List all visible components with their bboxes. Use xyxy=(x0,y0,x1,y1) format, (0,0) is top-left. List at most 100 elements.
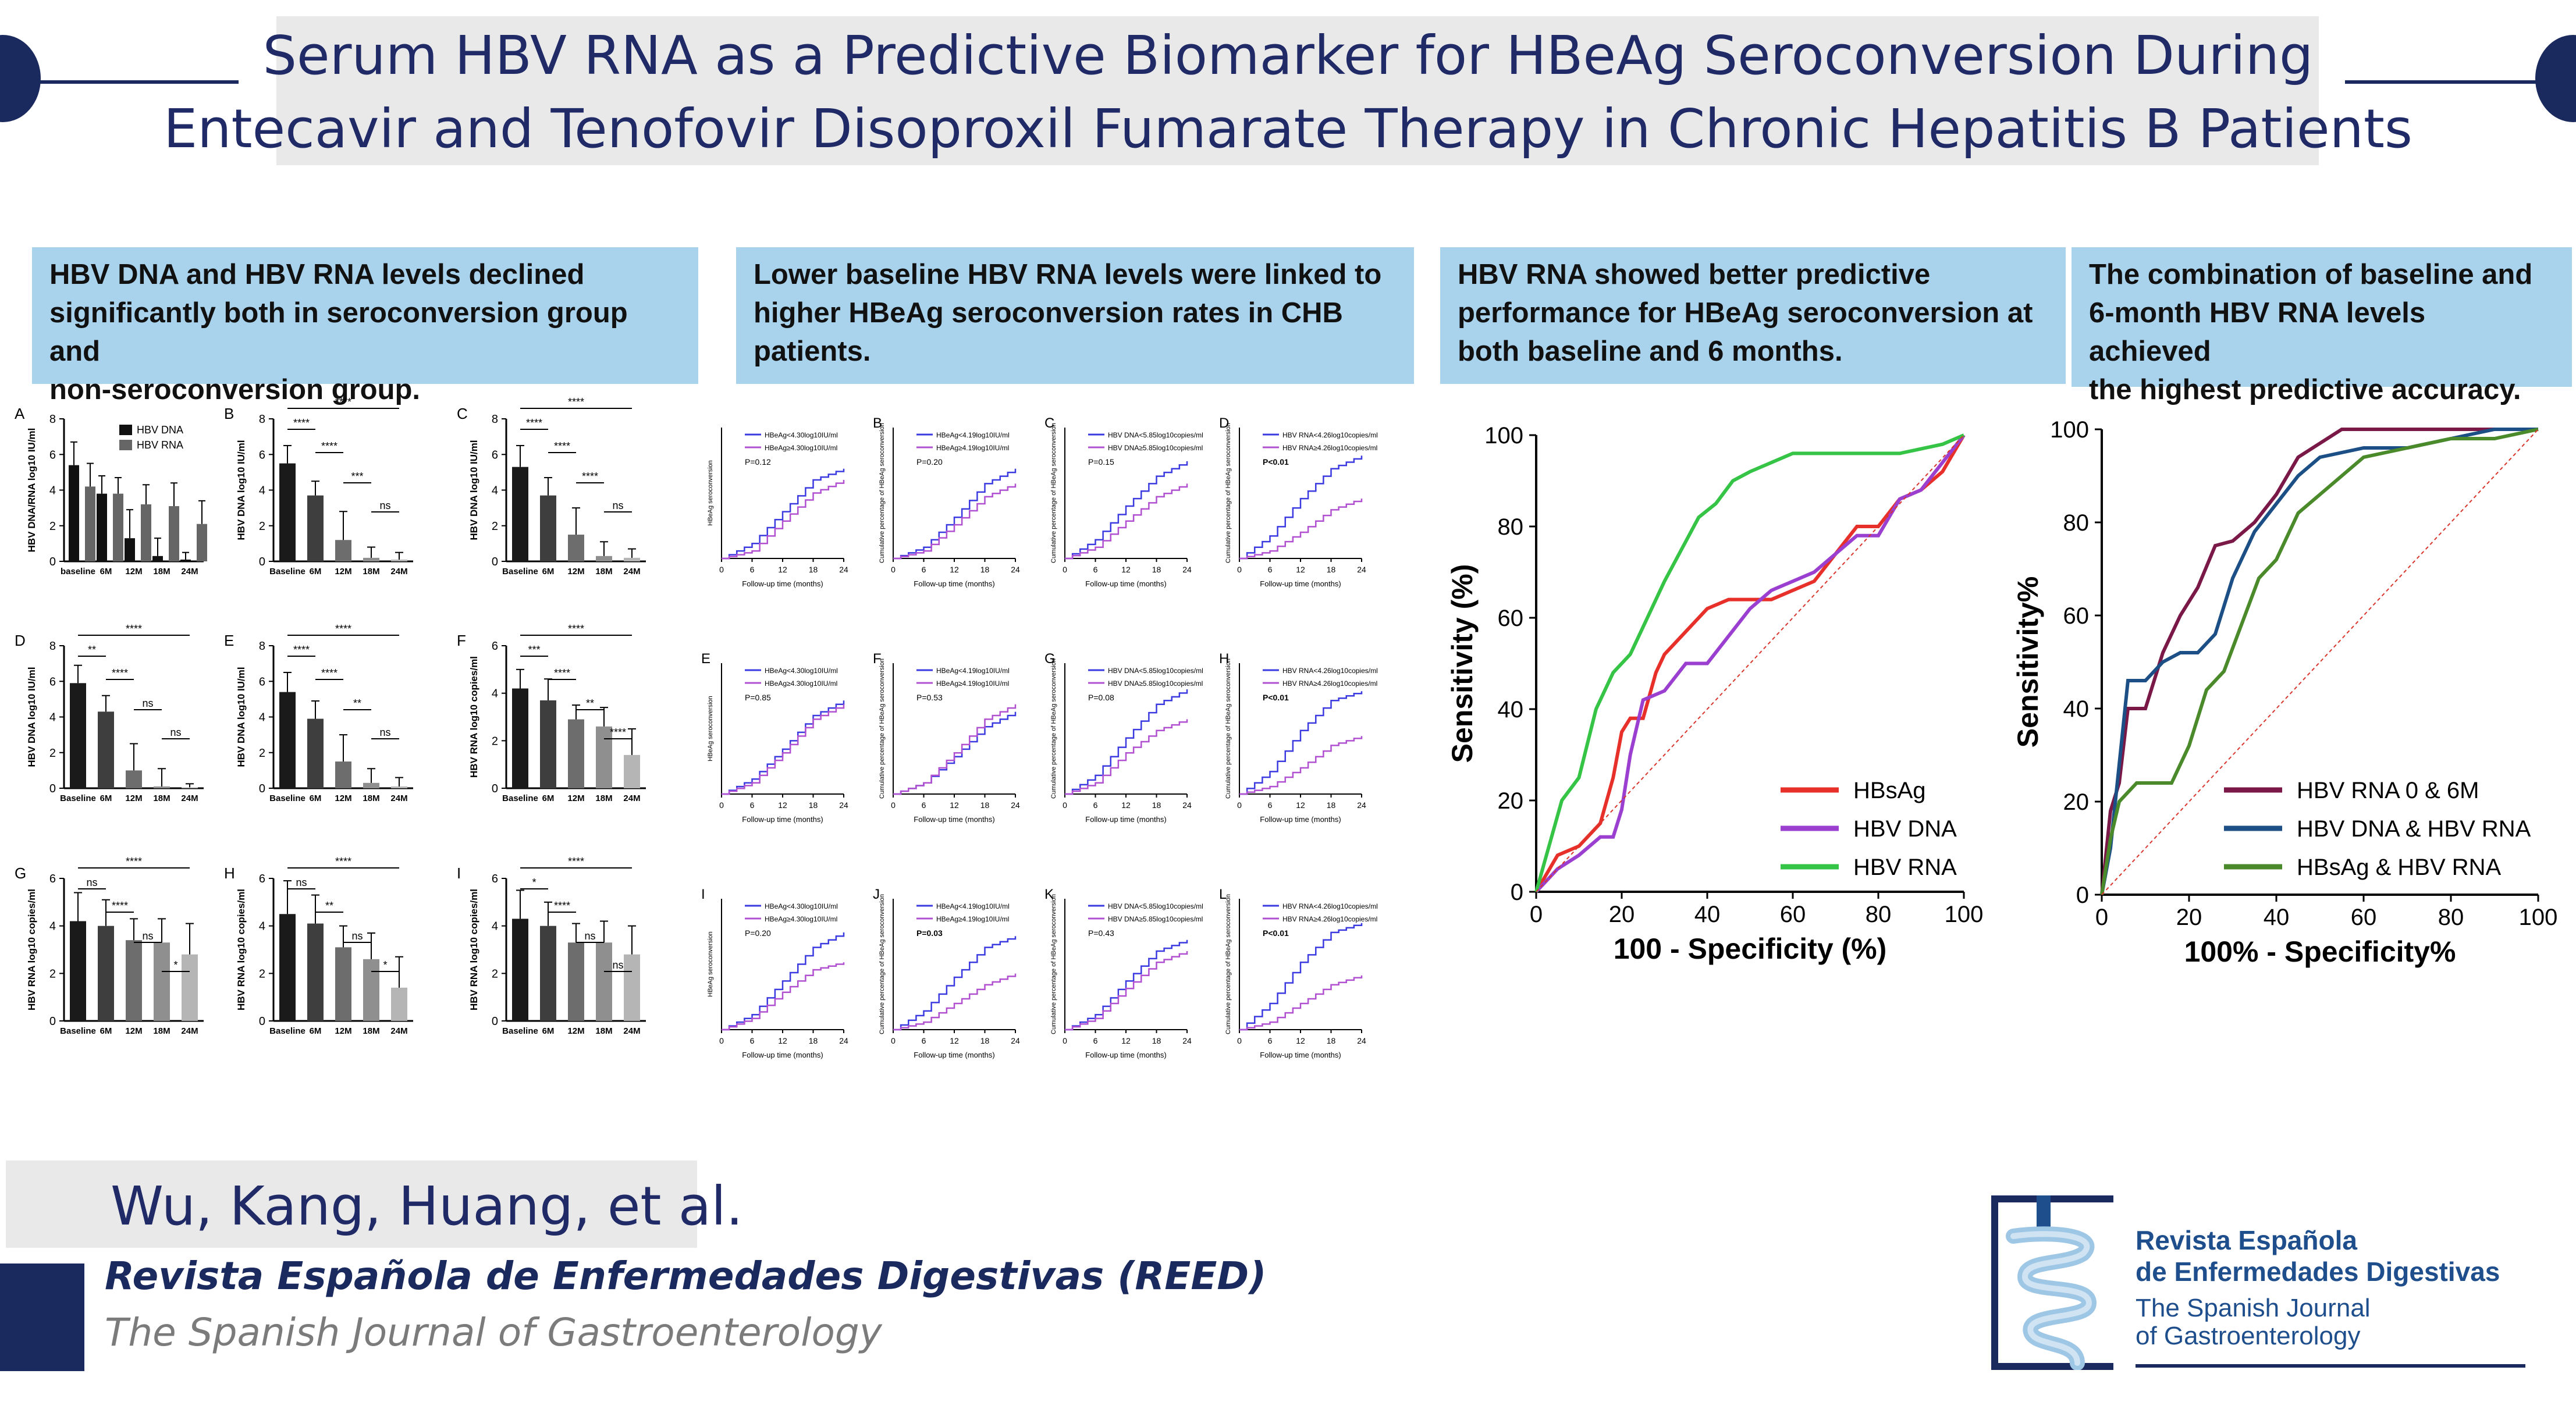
significance-label: **** xyxy=(335,856,351,867)
panel-letter: I xyxy=(701,887,705,902)
x-tick-label: 0 xyxy=(1237,800,1242,810)
y-tick-label: 20 xyxy=(1498,788,1524,814)
bar xyxy=(335,761,351,788)
y-tick-label: 6 xyxy=(259,675,265,688)
x-tick-label: 12M xyxy=(567,793,584,803)
x-tick-label: 24M xyxy=(390,793,407,803)
x-tick-label: 24M xyxy=(623,567,640,576)
bar xyxy=(596,726,612,788)
y-tick-label: 2 xyxy=(259,967,265,980)
x-axis-label: 100% - Specificity% xyxy=(2184,935,2456,968)
bar xyxy=(69,465,79,561)
bar xyxy=(307,495,324,561)
km-curve xyxy=(722,468,845,560)
y-tick-label: 0 xyxy=(492,782,498,795)
bar xyxy=(113,493,123,561)
p-value: P<0.01 xyxy=(1263,693,1289,702)
bar xyxy=(279,463,296,561)
bar xyxy=(391,786,407,788)
km-curve xyxy=(1239,975,1363,1031)
legend-label: HBV RNA xyxy=(1853,855,1957,880)
km-panel-F: F 0 6 12 18 24 Follow-up time (months) Cumulati… xyxy=(873,651,1020,824)
x-tick-label: 100 xyxy=(1945,902,1984,927)
y-axis-label: HBeAg seroconversion xyxy=(707,460,714,526)
p-value: P=0.20 xyxy=(916,457,943,467)
y-axis-label: HBV DNA log10 IU/ml xyxy=(236,440,247,540)
y-axis-label: Cumulative percentage of HBeAg seroconve… xyxy=(879,423,886,563)
bar xyxy=(568,719,584,788)
km-panel-K: K 0 6 12 18 24 Follow-up time (months) Cumulati… xyxy=(1044,887,1203,1059)
x-tick-label: 24M xyxy=(390,567,407,576)
legend-label: HBeAg<4.30log10IU/ml xyxy=(765,431,838,439)
bar xyxy=(169,506,179,561)
km-curve xyxy=(1065,483,1188,560)
y-axis-label: HBV DNA log10 IU/ml xyxy=(26,667,37,767)
x-tick-label: 24M xyxy=(181,793,198,803)
significance-label: ns xyxy=(379,727,390,738)
km-panel-J: J 0 6 12 18 24 Follow-up time (months) Cumulati… xyxy=(873,887,1020,1059)
km-panel-I: I 0 6 12 18 24 Follow-up time (months) HBeAg se… xyxy=(701,887,848,1059)
legend-label: HBeAg<4.19log10IU/ml xyxy=(936,902,1010,910)
bar xyxy=(540,700,556,788)
significance-label: * xyxy=(532,877,536,888)
y-axis-label: Cumulative percentage of HBeAg seroconve… xyxy=(1225,659,1232,799)
x-tick-label: 40 xyxy=(2264,905,2290,930)
roc-panel-ROC2: 00 20 20 40 40 60 60 80 80 100 100 100% - Specifici… xyxy=(2012,417,2557,968)
bar-panel-A: A 0 2 4 6 8 HBV DNA/RNA log10 IU/ml HBV DNA HBV … xyxy=(15,405,207,576)
x-tick-label: 18M xyxy=(595,567,612,576)
bar xyxy=(624,557,640,561)
panel-letter: A xyxy=(15,405,25,422)
x-axis-label: Follow-up time (months) xyxy=(742,579,823,588)
y-axis-label: HBV RNA log10 copies/ml xyxy=(468,889,479,1010)
x-tick-label: 18M xyxy=(153,793,170,803)
bar xyxy=(568,942,584,1021)
legend-label: HBV DNA xyxy=(137,424,183,436)
x-tick-label: 20 xyxy=(2176,905,2202,930)
significance-label: ns xyxy=(142,930,153,942)
bar-panel-C: C 0 2 4 6 8 HBV DNA log10 IU/ml **** **** **** ***… xyxy=(457,396,646,576)
x-tick-label: 24 xyxy=(839,800,848,810)
x-tick-label: 18M xyxy=(363,793,379,803)
x-tick-label: 18 xyxy=(980,800,990,810)
x-tick-label: 24 xyxy=(1357,565,1366,574)
y-axis-label: HBeAg seroconversion xyxy=(707,931,714,997)
legend-label: HBeAg≥4.30log10IU/ml xyxy=(765,679,837,688)
roc-panel-ROC1: 00 20 20 40 40 60 60 80 80 100 100 100 - Specificit… xyxy=(1446,423,1983,965)
x-tick-label: 18 xyxy=(809,800,818,810)
p-value: P<0.01 xyxy=(1263,928,1289,938)
y-tick-label: 4 xyxy=(259,920,265,933)
p-value: P=0.15 xyxy=(1088,457,1114,467)
panel-letter: E xyxy=(701,651,710,667)
roc-curve xyxy=(2100,428,2539,895)
significance-label: **** xyxy=(293,644,310,656)
x-tick-label: 80 xyxy=(2438,905,2464,930)
legend-label: HBeAg≥4.19log10IU/ml xyxy=(936,444,1009,452)
panel-letter: C xyxy=(1044,415,1054,431)
km-curve xyxy=(1065,461,1188,560)
bar xyxy=(182,954,198,1021)
panel-letter: E xyxy=(224,632,234,649)
x-tick-label: 6 xyxy=(922,1036,926,1045)
y-tick-label: 8 xyxy=(49,640,56,653)
heading-4-line-3: the highest predictive accuracy. xyxy=(2089,374,2521,405)
legend-label: HBV RNA 0 & 6M xyxy=(2297,778,2479,803)
x-tick-label: 0 xyxy=(1063,1036,1067,1045)
x-tick-label: 6 xyxy=(1093,565,1098,574)
y-tick-label: 60 xyxy=(1498,606,1524,631)
y-axis-label: Sensitivity (%) xyxy=(1446,564,1479,763)
y-tick-label: 100 xyxy=(2050,417,2089,443)
legend-label: HBeAg<4.30log10IU/ml xyxy=(765,667,838,675)
x-tick-label: 0 xyxy=(1237,1036,1242,1045)
x-tick-label: 6M xyxy=(542,793,555,803)
x-tick-label: 24 xyxy=(1182,1036,1192,1045)
heading-2-line-3: patients. xyxy=(754,336,871,367)
x-axis-label: Follow-up time (months) xyxy=(1260,1051,1341,1059)
bar xyxy=(141,504,151,561)
title-box xyxy=(276,16,2319,165)
bar xyxy=(98,711,114,788)
y-tick-label: 100 xyxy=(1484,423,1523,449)
bar-panel-G: G 0 2 4 6 HBV RNA log10 copies/ml **** ns **** ns… xyxy=(15,856,204,1036)
panel-letter: L xyxy=(1219,887,1227,902)
